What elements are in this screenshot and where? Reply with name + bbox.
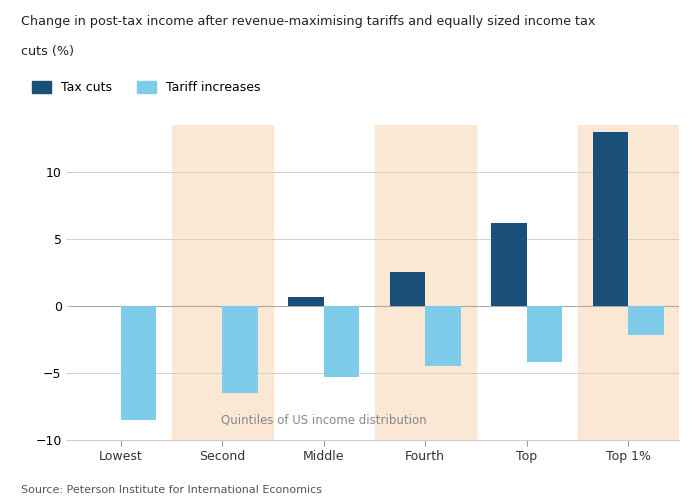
Bar: [374, 125, 476, 440]
Bar: [120, 306, 156, 420]
Text: Change in post-tax income after revenue-maximising tariffs and equally sized inc: Change in post-tax income after revenue-…: [21, 15, 596, 28]
Bar: [593, 132, 629, 306]
Bar: [223, 306, 258, 393]
Bar: [629, 306, 664, 336]
Text: Quintiles of US income distribution: Quintiles of US income distribution: [221, 414, 426, 426]
Bar: [323, 306, 359, 377]
Bar: [426, 306, 461, 366]
Bar: [288, 296, 323, 306]
Bar: [526, 306, 562, 362]
Text: Source: Peterson Institute for International Economics: Source: Peterson Institute for Internati…: [21, 485, 322, 495]
Text: cuts (%): cuts (%): [21, 45, 74, 58]
Bar: [172, 125, 273, 440]
Bar: [578, 125, 679, 440]
Bar: [390, 272, 426, 306]
Bar: [491, 223, 526, 306]
Legend: Tax cuts, Tariff increases: Tax cuts, Tariff increases: [27, 76, 265, 99]
